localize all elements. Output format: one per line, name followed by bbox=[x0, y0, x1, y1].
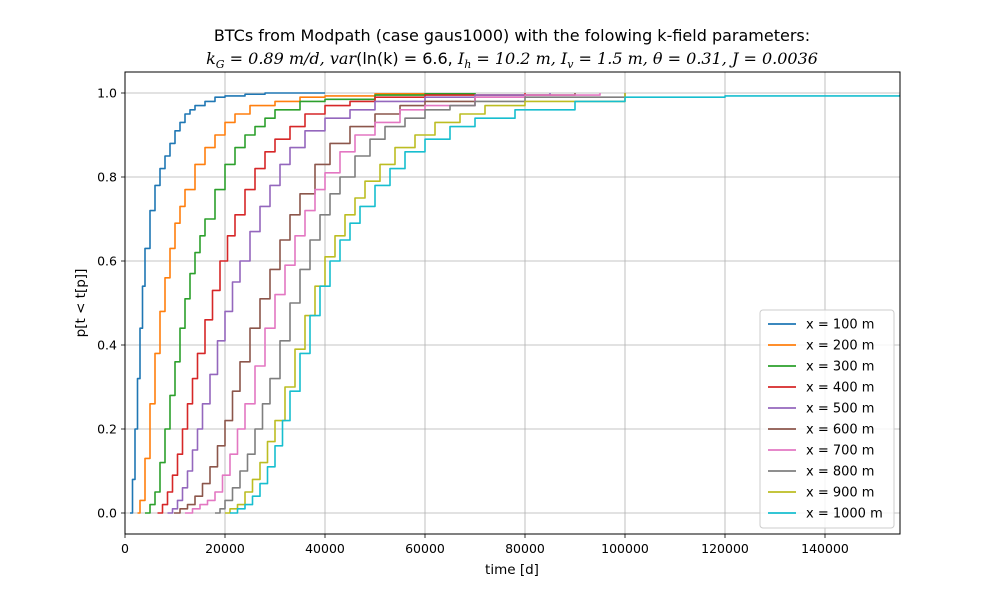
legend-label-9: x = 900 m bbox=[806, 486, 874, 501]
subtitle-var-value: (ln(k) = 6.6, bbox=[356, 49, 458, 68]
legend-label-2: x = 200 m bbox=[806, 339, 874, 354]
x-tick-label: 120000 bbox=[701, 541, 749, 556]
legend-label-5: x = 500 m bbox=[806, 402, 874, 417]
subtitle-kg-subscript: G bbox=[216, 58, 225, 71]
subtitle-j-symbol: J bbox=[729, 49, 740, 68]
x-tick-label: 60000 bbox=[405, 541, 445, 556]
subtitle-ih-subscript: h bbox=[464, 58, 471, 71]
subtitle-kg-value: = 0.89 m/d, bbox=[225, 49, 330, 68]
axis-ticks: 0 20000 40000 60000 80000 100000 120000 140000 0… bbox=[97, 86, 849, 557]
series-line-3 bbox=[145, 93, 476, 514]
x-tick-label: 100000 bbox=[601, 541, 649, 556]
y-axis-title: p[t < t[p]] bbox=[73, 269, 89, 338]
legend-label-8: x = 800 m bbox=[806, 465, 874, 480]
subtitle-theta-symbol: θ bbox=[653, 49, 663, 68]
subtitle-iv-value: = 1.5 m, bbox=[573, 49, 652, 68]
series-line-1 bbox=[130, 92, 325, 514]
legend-label-3: x = 300 m bbox=[806, 360, 874, 375]
y-tick-label: 0.0 bbox=[97, 506, 117, 521]
series-line-4 bbox=[157, 93, 526, 514]
subtitle-theta-value: = 0.31, bbox=[663, 49, 732, 68]
y-tick-label: 0.6 bbox=[97, 254, 117, 269]
series-lines bbox=[130, 92, 900, 514]
legend-label-1: x = 100 m bbox=[806, 318, 874, 333]
plot-frame bbox=[124, 71, 901, 535]
subtitle-kg-symbol: k bbox=[206, 49, 216, 68]
legend: x = 100 m x = 200 m x = 300 m x = 400 m x = … bbox=[759, 309, 895, 529]
series-line-9 bbox=[225, 93, 626, 514]
series-line-10 bbox=[230, 94, 900, 514]
x-axis-title: time [d] bbox=[485, 562, 539, 578]
legend-label-4: x = 400 m bbox=[806, 381, 874, 396]
y-tick-label: 0.4 bbox=[97, 338, 117, 353]
subtitle-ih-value: = 10.2 m, bbox=[471, 49, 561, 68]
chart-title: BTCs from Modpath (case gaus1000) with t… bbox=[214, 26, 810, 45]
x-tick-label: 20000 bbox=[205, 541, 245, 556]
y-tick-label: 0.2 bbox=[97, 422, 117, 437]
chart-subtitle: kG = 0.89 m/d, var(ln(k) = 6.6, Ih = 10.… bbox=[206, 49, 818, 71]
subtitle-iv-symbol: I bbox=[560, 49, 568, 68]
x-tick-label: 80000 bbox=[505, 541, 545, 556]
subtitle-var-symbol: var bbox=[330, 49, 358, 68]
subtitle-ih-symbol: I bbox=[457, 49, 465, 68]
legend-box bbox=[759, 309, 895, 529]
legend-label-10: x = 1000 m bbox=[806, 507, 883, 522]
subtitle-j-value: = 0.0036 bbox=[738, 49, 818, 68]
series-line-5 bbox=[167, 93, 551, 514]
x-tick-label: 40000 bbox=[305, 541, 345, 556]
x-tick-label: 140000 bbox=[801, 541, 849, 556]
y-tick-label: 1.0 bbox=[97, 86, 117, 101]
legend-label-6: x = 600 m bbox=[806, 423, 874, 438]
legend-label-7: x = 700 m bbox=[806, 444, 874, 459]
x-tick-label: 0 bbox=[121, 541, 129, 556]
series-line-6 bbox=[174, 93, 576, 514]
y-tick-label: 0.8 bbox=[97, 170, 117, 185]
series-line-8 bbox=[215, 93, 626, 514]
series-line-7 bbox=[185, 93, 601, 514]
subtitle-iv-subscript: v bbox=[567, 58, 574, 71]
